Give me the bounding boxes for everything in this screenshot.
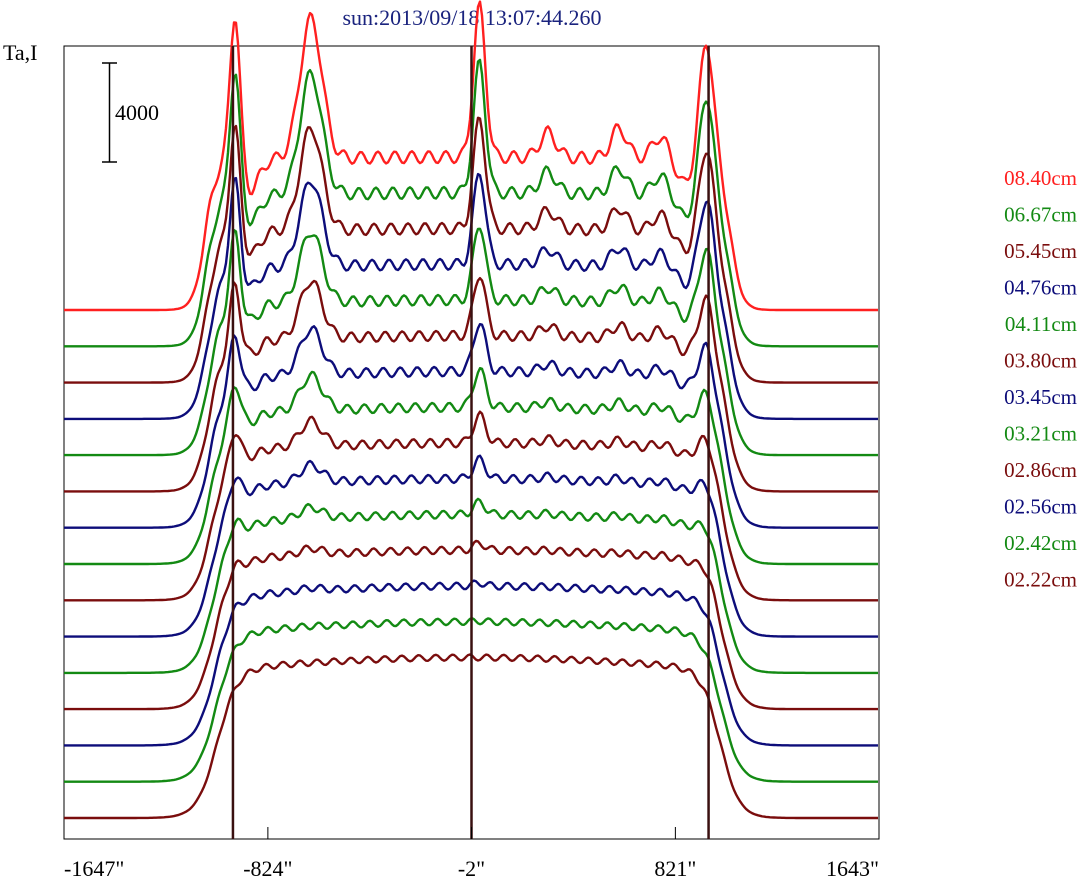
legend-entry: 02.22cm: [1004, 568, 1077, 592]
legend-entry: 02.86cm: [1004, 458, 1077, 482]
x-axis: -1647" -824" -2" 821" 1643": [63, 827, 880, 881]
legend-entry: 03.21cm: [1004, 422, 1077, 446]
x-tick-label: -824": [243, 856, 292, 881]
legend: 08.40cm 06.67cm 05.45cm 04.76cm 04.11cm 03.80…: [1004, 166, 1077, 592]
vertical-markers: [231, 46, 710, 839]
legend-entry: 03.80cm: [1004, 349, 1077, 373]
x-tick-label: -2": [458, 856, 485, 881]
y-axis-label: Ta,I: [3, 40, 38, 65]
scale-bar-label: 4000: [115, 100, 159, 125]
x-tick-label: -1647": [64, 856, 124, 881]
legend-entry: 03.45cm: [1004, 385, 1077, 409]
legend-entry: 06.67cm: [1004, 203, 1077, 227]
scale-bar: 4000: [102, 62, 159, 163]
legend-entry: 05.45cm: [1004, 239, 1077, 263]
x-tick-label: 821": [654, 856, 696, 881]
chart-title: sun:2013/09/18 13:07:44.260: [342, 5, 601, 30]
legend-entry: 02.56cm: [1004, 495, 1077, 519]
legend-entry: 04.11cm: [1005, 312, 1077, 336]
legend-entry: 08.40cm: [1004, 166, 1077, 190]
x-tick-label: 1643": [826, 856, 879, 881]
legend-entry: 04.76cm: [1004, 276, 1077, 300]
legend-entry: 02.42cm: [1004, 531, 1077, 555]
